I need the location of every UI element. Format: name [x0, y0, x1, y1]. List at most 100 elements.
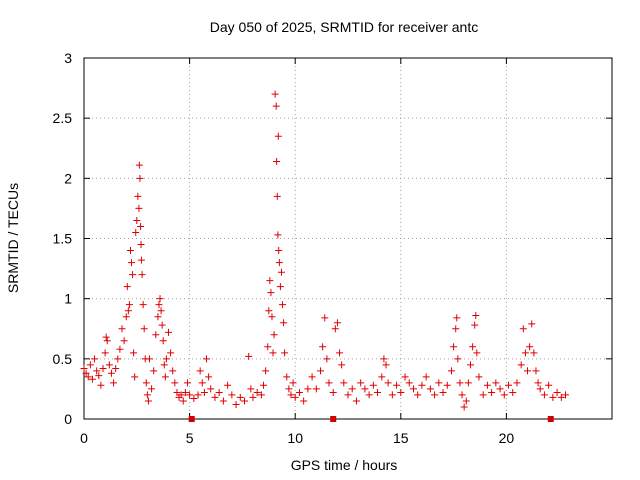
data-point: [530, 349, 538, 357]
data-point: [273, 157, 281, 165]
data-point: [268, 313, 276, 321]
data-point: [380, 355, 388, 363]
data-point: [469, 343, 477, 351]
data-point: [426, 385, 434, 393]
data-point: [154, 313, 162, 321]
data-point: [173, 389, 181, 397]
y-axis-label: SRMTID / TECUs: [5, 183, 21, 293]
data-point: [105, 361, 113, 369]
data-point: [162, 355, 170, 363]
data-point: [224, 381, 232, 389]
data-point: [131, 373, 139, 381]
data-point: [177, 391, 185, 399]
data-point: [110, 379, 118, 387]
data-point: [280, 319, 288, 327]
data-point: [86, 361, 94, 369]
data-point: [266, 277, 274, 285]
data-point: [553, 389, 561, 397]
data-point: [557, 393, 565, 401]
gap-marker: [330, 416, 337, 422]
data-point: [142, 379, 150, 387]
data-point: [157, 307, 165, 315]
data-point: [319, 343, 327, 351]
data-points: [80, 90, 570, 411]
axis-ticks: 0 0.5 1 1.5 2 2.5 3 0 5 10 15 20: [53, 50, 612, 446]
data-point: [323, 355, 331, 363]
data-point: [357, 379, 365, 387]
data-point: [129, 271, 137, 279]
data-point: [91, 355, 99, 363]
data-point: [473, 349, 481, 357]
data-point: [540, 391, 548, 399]
data-point: [409, 385, 417, 393]
data-point: [245, 352, 253, 360]
data-point: [101, 349, 109, 357]
data-point: [500, 391, 508, 399]
data-point: [84, 373, 92, 381]
data-point: [521, 349, 529, 357]
data-point: [156, 295, 164, 303]
data-point: [267, 289, 275, 297]
data-point: [120, 337, 128, 345]
data-point: [118, 325, 126, 333]
data-point: [460, 403, 468, 411]
gap-markers: [188, 416, 554, 422]
data-point: [336, 349, 344, 357]
data-point: [144, 397, 152, 405]
data-point: [274, 132, 282, 140]
data-point: [534, 379, 542, 387]
chart-title: Day 050 of 2025, SRMTID for receiver ant…: [210, 19, 478, 35]
data-point: [232, 401, 240, 409]
data-point: [260, 381, 268, 389]
data-point: [257, 391, 265, 399]
data-point: [532, 367, 540, 375]
data-point: [228, 391, 236, 399]
data-point: [270, 331, 278, 339]
y-tick-label: 0.5: [53, 351, 73, 367]
data-point: [274, 231, 282, 239]
data-point: [137, 256, 145, 264]
data-point: [181, 389, 189, 397]
data-point: [450, 343, 458, 351]
data-point: [107, 369, 115, 377]
data-point: [249, 393, 257, 401]
data-point: [207, 385, 215, 393]
data-point: [103, 337, 111, 345]
data-point: [112, 364, 120, 372]
data-point: [137, 222, 145, 230]
data-point: [134, 192, 142, 200]
data-point: [143, 391, 151, 399]
data-point: [273, 192, 281, 200]
data-point: [158, 321, 166, 329]
data-point: [215, 389, 223, 397]
data-point: [190, 395, 198, 403]
data-point: [287, 391, 295, 399]
data-point: [164, 328, 172, 336]
data-point: [524, 367, 532, 375]
data-point: [247, 385, 255, 393]
data-point: [374, 389, 382, 397]
data-point: [562, 391, 570, 399]
data-point: [466, 361, 474, 369]
data-point: [344, 391, 352, 399]
data-point: [308, 373, 316, 381]
data-point: [401, 373, 409, 381]
data-point: [369, 381, 377, 389]
data-point: [483, 381, 491, 389]
data-point: [348, 385, 356, 393]
data-point: [171, 379, 179, 387]
data-point: [272, 102, 280, 110]
data-point: [88, 375, 96, 383]
data-point: [167, 349, 175, 357]
data-point: [352, 397, 360, 405]
y-tick-label: 0: [64, 411, 72, 427]
data-point: [340, 379, 348, 387]
data-point: [443, 381, 451, 389]
data-point: [279, 301, 287, 309]
data-point: [439, 389, 447, 397]
data-point: [393, 381, 401, 389]
data-point: [128, 259, 136, 267]
y-tick-label: 2.5: [53, 110, 73, 126]
grid: [84, 58, 612, 419]
